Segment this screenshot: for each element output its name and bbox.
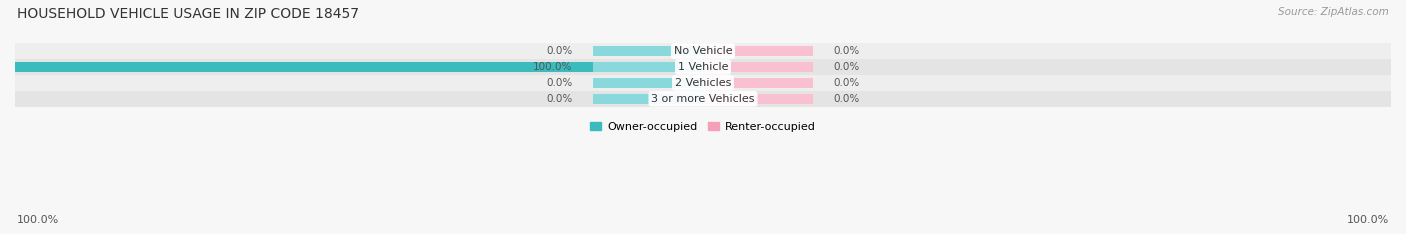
Text: 100.0%: 100.0% (17, 215, 59, 225)
Bar (15, 75, 1391, 91)
Text: 100.0%: 100.0% (533, 62, 572, 72)
Text: 0.0%: 0.0% (546, 46, 572, 56)
Text: 100.0%: 100.0% (1347, 215, 1389, 225)
Text: 0.0%: 0.0% (834, 78, 860, 88)
Bar (15, 62, 703, 72)
Bar (15, 91, 1391, 107)
Text: 0.0%: 0.0% (546, 94, 572, 104)
Text: No Vehicle: No Vehicle (673, 46, 733, 56)
Text: 0.0%: 0.0% (834, 62, 860, 72)
Bar (703, 94, 813, 104)
Text: 1 Vehicle: 1 Vehicle (678, 62, 728, 72)
Text: Source: ZipAtlas.com: Source: ZipAtlas.com (1278, 7, 1389, 17)
Legend: Owner-occupied, Renter-occupied: Owner-occupied, Renter-occupied (586, 117, 820, 136)
Text: 3 or more Vehicles: 3 or more Vehicles (651, 94, 755, 104)
Text: 0.0%: 0.0% (546, 78, 572, 88)
Text: 0.0%: 0.0% (834, 94, 860, 104)
Bar (703, 78, 813, 88)
Bar (593, 78, 703, 88)
Text: 2 Vehicles: 2 Vehicles (675, 78, 731, 88)
Bar (15, 43, 1391, 59)
Bar (703, 62, 813, 72)
Bar (703, 46, 813, 56)
Bar (15, 59, 1391, 75)
Bar (593, 94, 703, 104)
Bar (593, 62, 703, 72)
Text: 0.0%: 0.0% (834, 46, 860, 56)
Bar (593, 46, 703, 56)
Text: HOUSEHOLD VEHICLE USAGE IN ZIP CODE 18457: HOUSEHOLD VEHICLE USAGE IN ZIP CODE 1845… (17, 7, 359, 21)
